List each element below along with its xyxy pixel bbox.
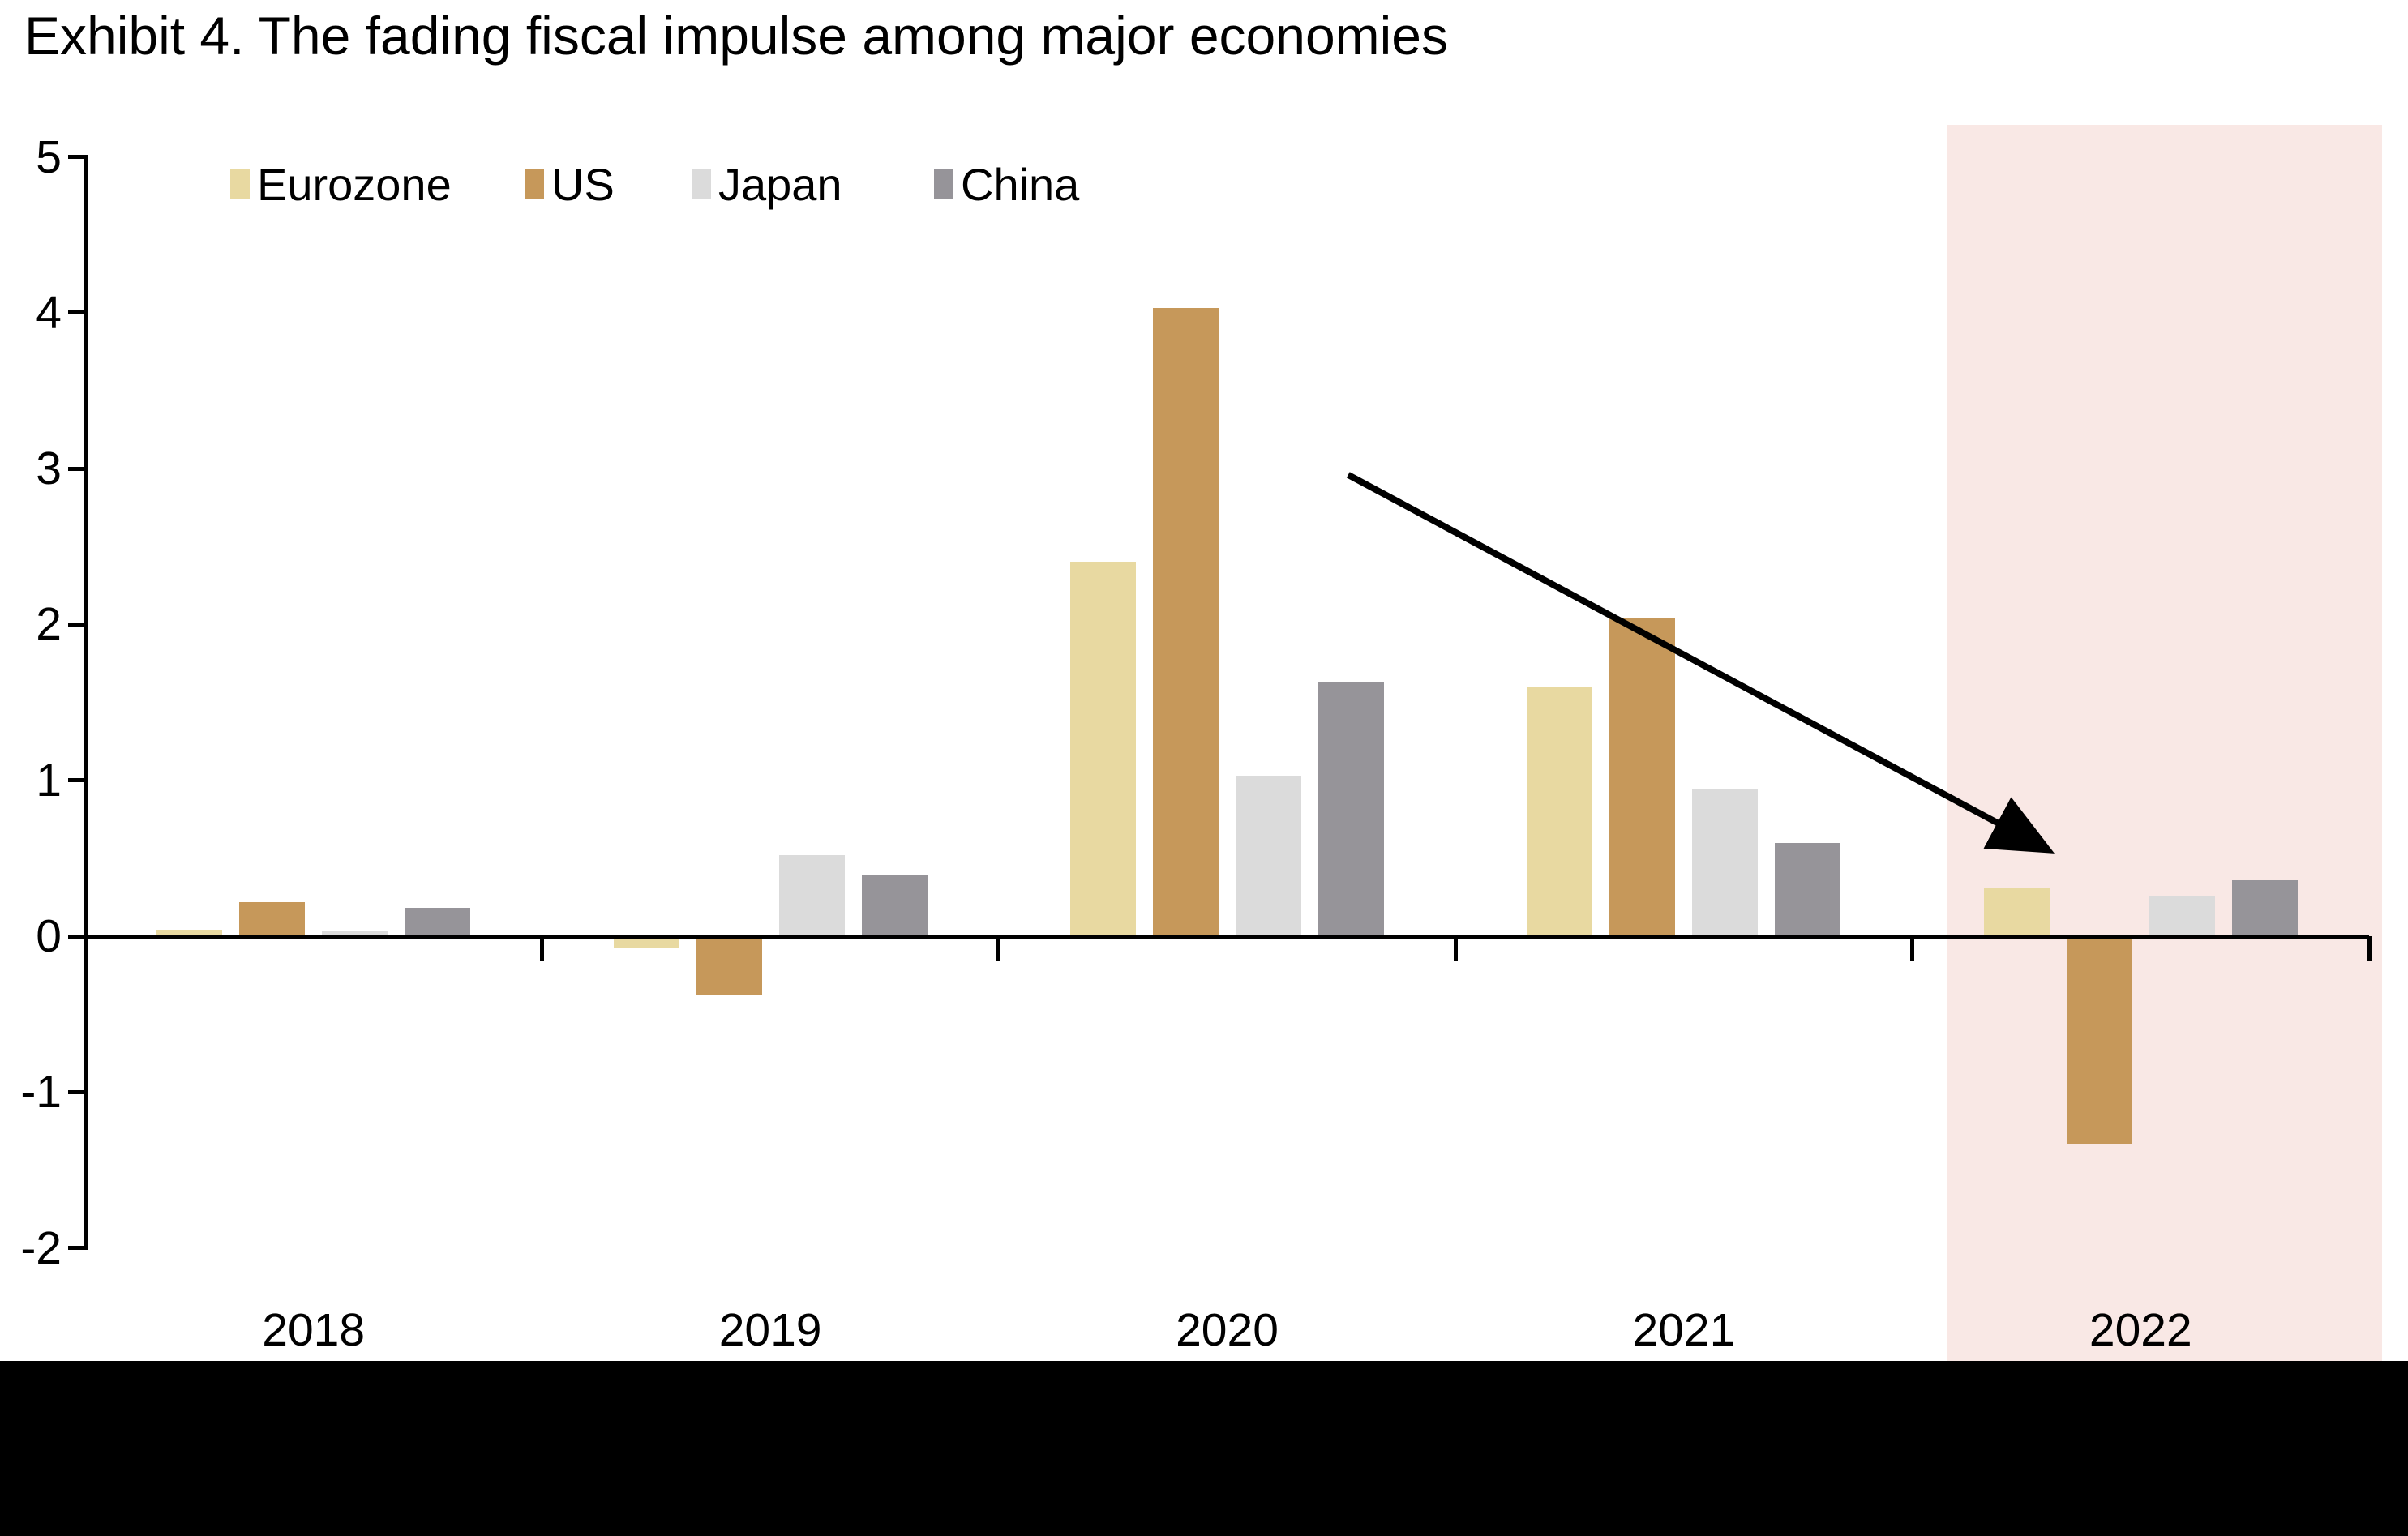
- y-tick-0: [67, 934, 84, 939]
- legend-swatch-us: [525, 169, 544, 199]
- x-category-label-2020: 2020: [1176, 1304, 1279, 1356]
- bar-japan-2018: [322, 931, 388, 936]
- x-tick-2: [996, 936, 1001, 961]
- bar-china-2020: [1318, 682, 1384, 936]
- y-tick-4: [67, 310, 84, 315]
- y-tick-label--1: -1: [20, 1066, 62, 1119]
- bar-us-2021: [1609, 618, 1676, 936]
- bar-japan-2020: [1236, 775, 1301, 936]
- x-tick-3: [1453, 936, 1458, 961]
- bar-eurozone-2022: [1983, 888, 2050, 936]
- bar-us-2018: [239, 901, 306, 936]
- x-category-label-2019: 2019: [718, 1304, 822, 1356]
- y-tick-1: [67, 778, 84, 783]
- chart-title: Exhibit 4. The fading fiscal impulse amo…: [24, 6, 1448, 66]
- y-axis-line: [83, 155, 88, 1251]
- x-category-label-2021: 2021: [1632, 1304, 1736, 1356]
- legend-label-us: US: [551, 158, 615, 210]
- y-tick-label-4: 4: [36, 286, 62, 339]
- bar-eurozone-2018: [156, 930, 223, 936]
- footer-bar: [0, 1361, 2408, 1536]
- x-tick-1: [539, 936, 544, 961]
- bar-china-2022: [2231, 879, 2298, 936]
- y-tick--2: [67, 1246, 84, 1251]
- y-tick-3: [67, 466, 84, 471]
- legend-swatch-eurozone: [230, 169, 250, 199]
- bar-china-2018: [405, 908, 471, 936]
- bar-eurozone-2019: [613, 936, 679, 949]
- bar-japan-2022: [2149, 896, 2215, 936]
- y-tick-label-0: 0: [36, 910, 62, 962]
- y-tick-label-1: 1: [36, 754, 62, 807]
- bar-eurozone-2020: [1070, 562, 1136, 936]
- legend-label-japan: Japan: [718, 158, 842, 210]
- y-tick-label-5: 5: [36, 130, 62, 183]
- bar-japan-2021: [1692, 789, 1759, 936]
- bar-us-2019: [696, 936, 762, 996]
- legend-item-japan: Japan: [692, 156, 842, 212]
- legend-label-china: China: [961, 158, 1080, 210]
- x-tick-5: [2367, 936, 2372, 961]
- bar-china-2021: [1775, 842, 1841, 936]
- legend-swatch-china: [934, 169, 953, 199]
- y-tick-label-2: 2: [36, 598, 62, 651]
- legend-item-us: US: [525, 156, 615, 212]
- bar-us-2022: [2066, 936, 2132, 1144]
- legend-label-eurozone: Eurozone: [257, 158, 452, 210]
- y-tick-2: [67, 622, 84, 627]
- legend-item-eurozone: Eurozone: [230, 156, 452, 212]
- bar-eurozone-2021: [1527, 687, 1593, 936]
- x-category-label-2022: 2022: [2089, 1304, 2192, 1356]
- y-tick--1: [67, 1089, 84, 1094]
- bar-japan-2019: [778, 855, 845, 936]
- y-tick-5: [67, 155, 84, 159]
- y-tick-label--2: -2: [20, 1222, 62, 1274]
- x-category-label-2018: 2018: [262, 1304, 366, 1356]
- legend-item-china: China: [934, 156, 1079, 212]
- highlight-band-2022: [1947, 125, 2382, 1361]
- bar-us-2020: [1153, 308, 1219, 936]
- legend-swatch-japan: [692, 169, 711, 199]
- bar-china-2019: [861, 875, 928, 936]
- x-axis-line: [85, 934, 2369, 939]
- x-tick-4: [1910, 936, 1915, 961]
- y-tick-label-3: 3: [36, 443, 62, 495]
